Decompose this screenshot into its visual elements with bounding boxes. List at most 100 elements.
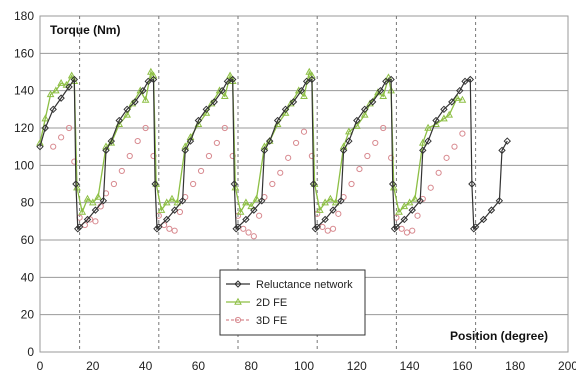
tick-labels: 0 20 40 60 80 100 120 140 160 180 0 20 40 60 80 100 120 1… xyxy=(14,9,576,373)
y-tick-label: 20 xyxy=(21,308,35,322)
data-point xyxy=(41,124,49,132)
data-point xyxy=(345,137,353,145)
data-point xyxy=(260,142,269,150)
legend-item: 3D FE xyxy=(226,315,287,327)
data-point xyxy=(345,127,353,135)
data-point xyxy=(305,67,314,75)
data-point xyxy=(335,210,342,217)
series-reluctance-network xyxy=(36,75,511,233)
data-point xyxy=(155,223,163,231)
data-point xyxy=(245,229,252,236)
data-point xyxy=(364,152,371,160)
data-point xyxy=(75,223,84,231)
data-point xyxy=(419,146,427,155)
data-point xyxy=(70,75,79,84)
data-point xyxy=(503,137,511,145)
data-point xyxy=(110,180,118,188)
y-axis-label: Torque (Nm) xyxy=(50,23,120,37)
series-2d-fe xyxy=(36,67,467,215)
series-line xyxy=(39,70,463,215)
data-point xyxy=(400,215,409,224)
data-point xyxy=(151,180,159,188)
data-point xyxy=(297,86,306,95)
data-point xyxy=(242,198,250,206)
data-point xyxy=(321,198,329,206)
data-point xyxy=(178,197,187,205)
data-point xyxy=(408,206,416,214)
data-point xyxy=(466,75,475,84)
data-point xyxy=(260,146,269,155)
x-tick-label: 200 xyxy=(558,359,576,373)
y-tick-label: 100 xyxy=(14,158,34,172)
data-point xyxy=(78,207,87,215)
data-point xyxy=(461,77,469,86)
data-point xyxy=(308,71,316,79)
data-point xyxy=(273,116,282,125)
data-point xyxy=(115,116,123,125)
data-point xyxy=(487,206,496,214)
legend-swatch-marker xyxy=(234,297,242,305)
data-point xyxy=(229,152,236,160)
data-point xyxy=(141,95,150,103)
data-point xyxy=(234,223,242,231)
data-point xyxy=(265,137,274,145)
data-point xyxy=(194,116,203,125)
data-point xyxy=(331,198,340,206)
data-point xyxy=(289,98,298,106)
data-point xyxy=(41,114,50,122)
data-point xyxy=(250,233,257,240)
data-point xyxy=(57,78,65,86)
data-point xyxy=(265,136,274,144)
data-point xyxy=(50,143,57,150)
data-point xyxy=(382,77,390,86)
data-point xyxy=(398,225,405,232)
data-point xyxy=(83,215,92,224)
data-point xyxy=(432,116,440,125)
data-point xyxy=(131,98,139,106)
data-point xyxy=(223,77,232,86)
data-point xyxy=(453,93,461,101)
data-point xyxy=(294,86,303,94)
data-point xyxy=(181,146,189,155)
data-point xyxy=(99,197,108,205)
data-point xyxy=(58,134,65,141)
legend-label: Reluctance network xyxy=(256,279,353,291)
data-point xyxy=(142,124,149,132)
x-tick-label: 160 xyxy=(452,359,472,373)
data-point xyxy=(277,169,284,176)
data-point xyxy=(498,146,506,155)
data-point xyxy=(258,197,266,205)
data-point xyxy=(424,123,432,131)
data-point xyxy=(403,229,411,236)
data-point xyxy=(356,165,363,173)
data-point xyxy=(400,202,409,210)
data-point xyxy=(36,142,44,151)
y-tick-label: 160 xyxy=(14,46,34,60)
data-point xyxy=(324,227,331,234)
data-point xyxy=(136,86,145,94)
x-axis-label: Position (degree) xyxy=(450,329,548,343)
data-point xyxy=(123,105,131,114)
data-point xyxy=(326,194,335,202)
data-point xyxy=(220,92,229,99)
data-point xyxy=(372,139,379,147)
data-point xyxy=(313,223,321,231)
data-point xyxy=(236,207,245,215)
data-point xyxy=(337,197,345,205)
data-point xyxy=(181,142,190,150)
data-point xyxy=(166,225,173,232)
data-point xyxy=(435,169,442,176)
x-tick-label: 120 xyxy=(347,359,367,373)
data-point xyxy=(387,75,395,84)
data-point xyxy=(339,146,348,155)
legend-swatch-marker xyxy=(234,280,242,288)
data-point xyxy=(440,114,448,122)
data-point xyxy=(51,86,60,94)
data-point xyxy=(149,71,158,79)
data-point xyxy=(418,138,427,146)
x-tick-label: 60 xyxy=(192,359,206,373)
data-point xyxy=(232,225,240,233)
data-point xyxy=(468,180,476,188)
data-point xyxy=(390,225,399,233)
data-point xyxy=(292,139,300,147)
